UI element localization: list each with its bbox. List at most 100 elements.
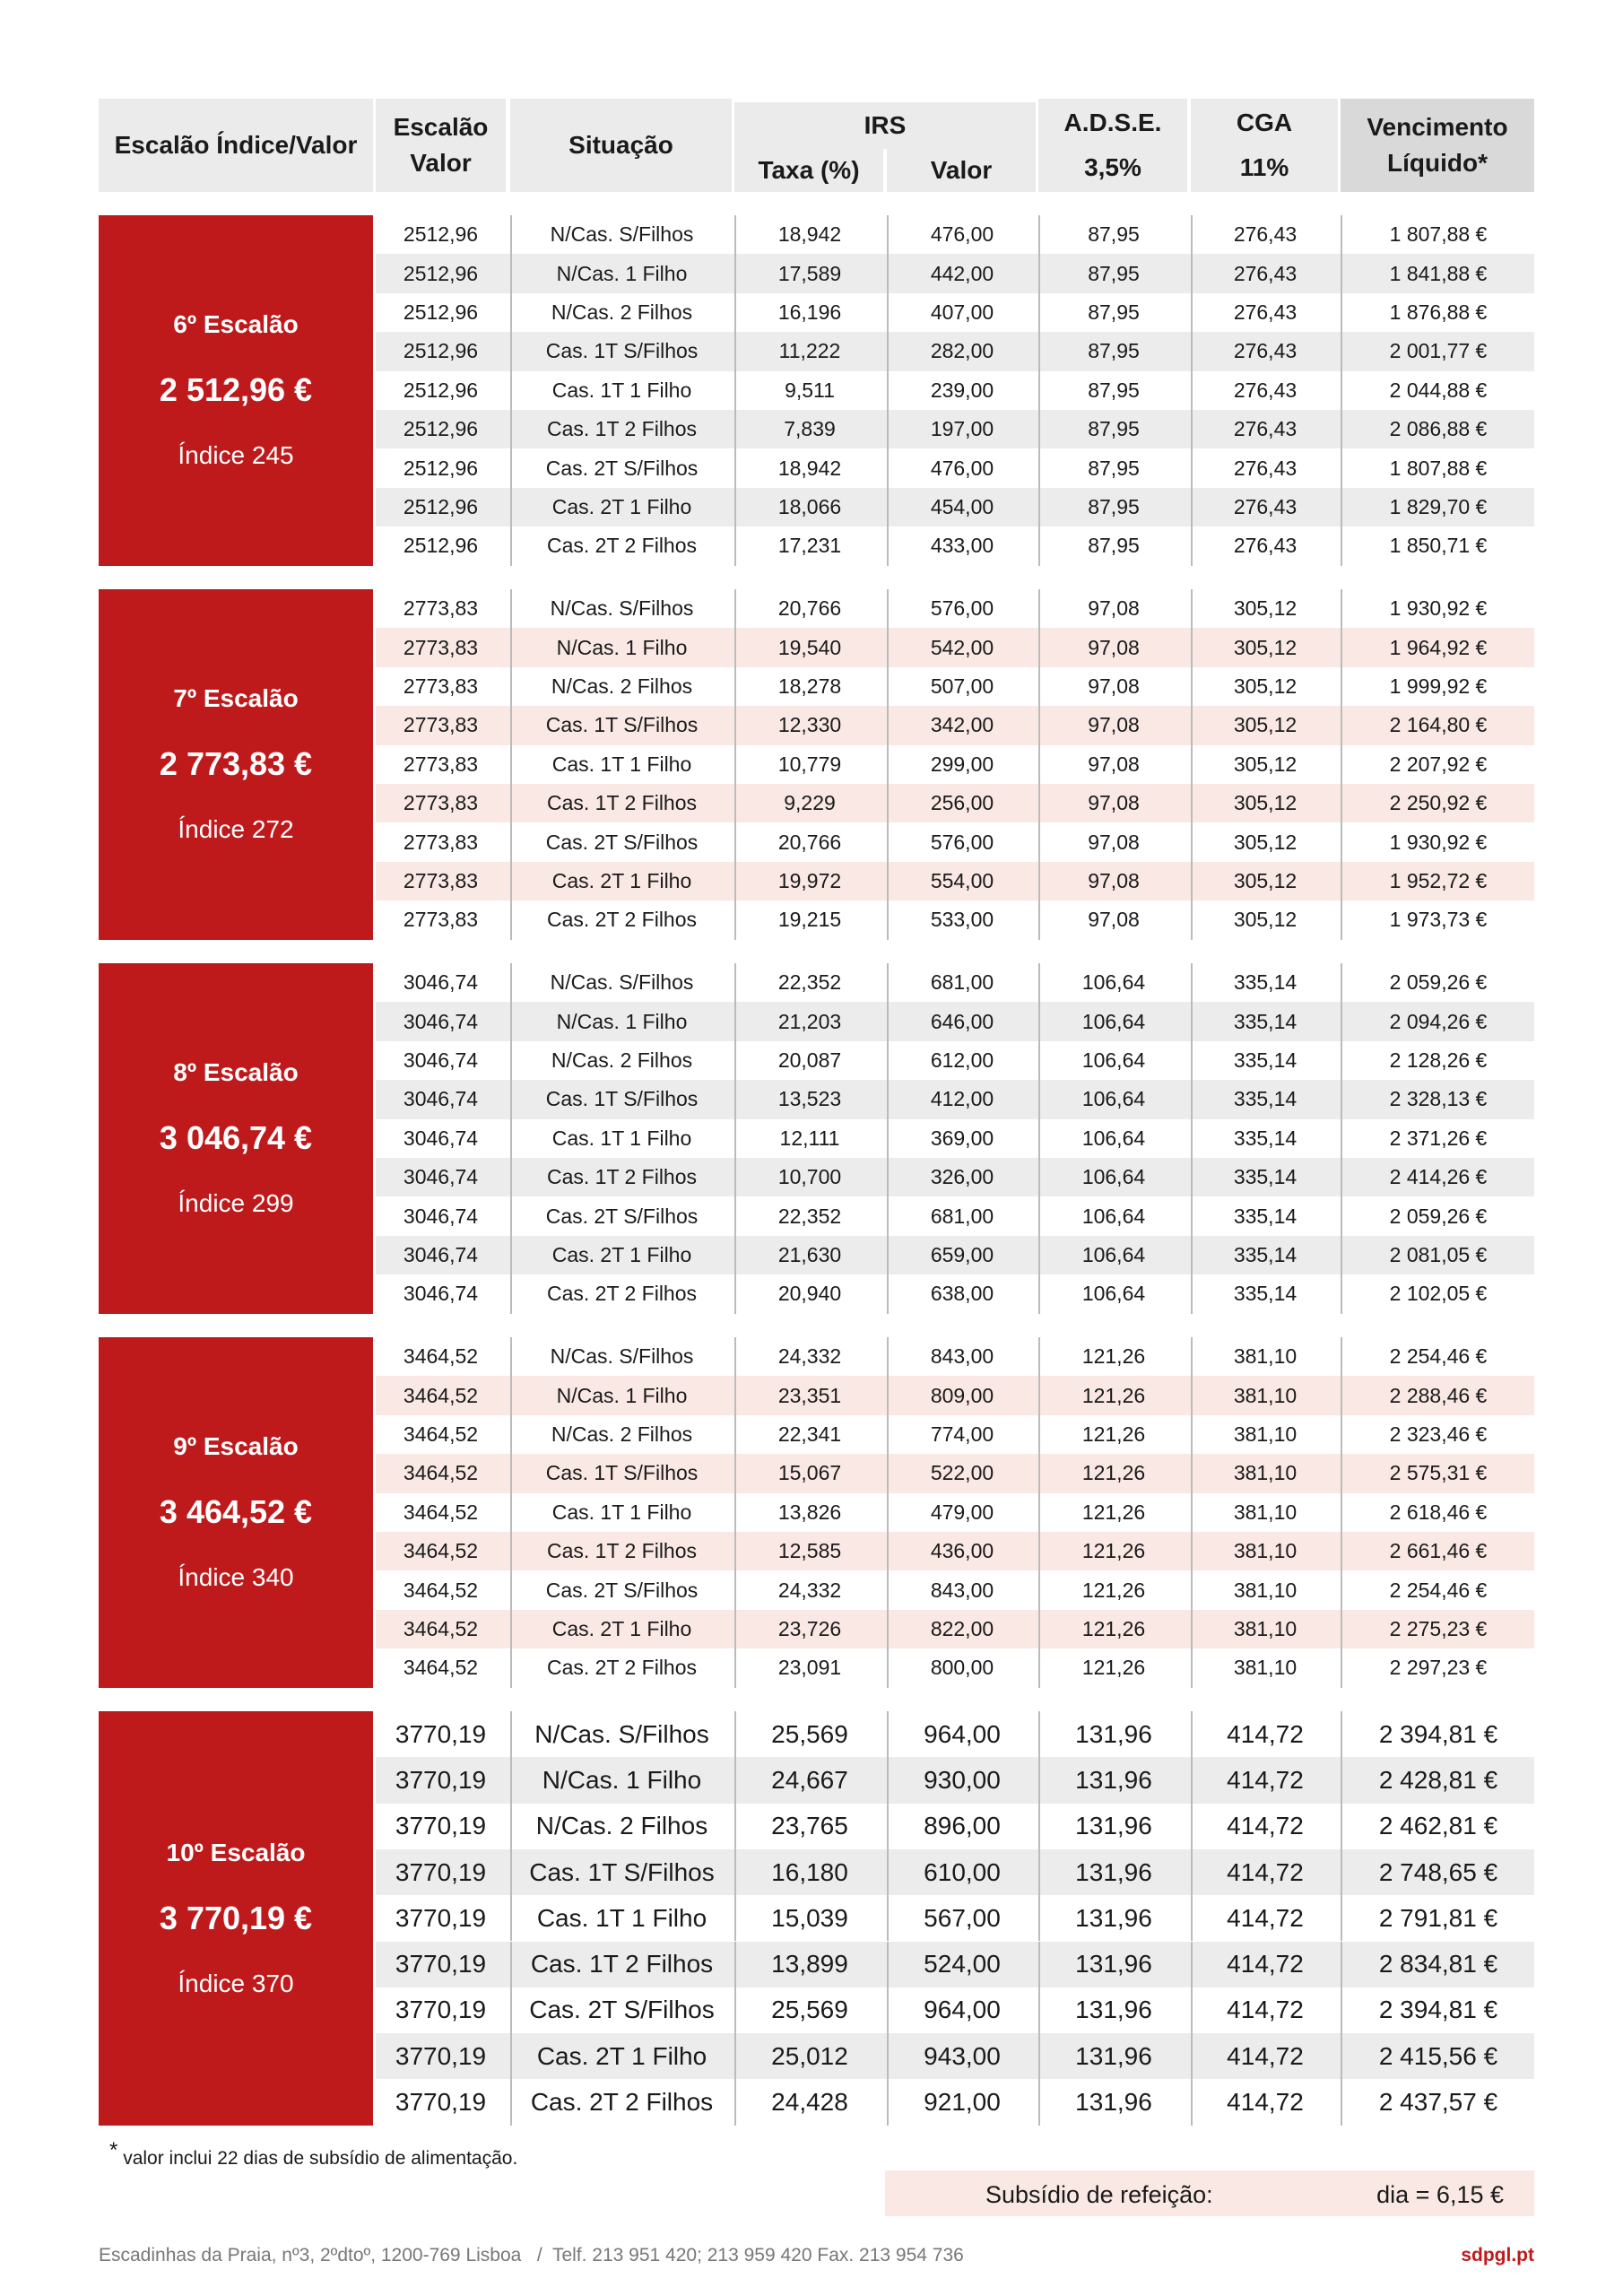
cell-irs-taxa: 21,203 bbox=[734, 1002, 883, 1041]
cell-vencimento-liquido: 2 328,13 € bbox=[1341, 1080, 1534, 1119]
cell-irs-taxa: 22,352 bbox=[734, 1196, 883, 1236]
escalao-indice: Índice 370 bbox=[178, 1969, 294, 1997]
cell-irs-taxa: 20,766 bbox=[734, 822, 883, 862]
cell-cga: 414,72 bbox=[1191, 1987, 1338, 2034]
table-row: 2773,83 Cas. 2T S/Filhos 20,766 576,00 97,08… bbox=[376, 822, 1534, 862]
cell-irs-taxa: 22,341 bbox=[734, 1414, 883, 1455]
cell-adse: 131,96 bbox=[1038, 2033, 1187, 2080]
cell-vencimento-liquido: 1 999,92 € bbox=[1341, 666, 1534, 707]
table-row: 2512,96 Cas. 2T 2 Filhos 17,231 433,00 87,95… bbox=[376, 526, 1534, 566]
cell-irs-taxa: 24,428 bbox=[734, 2079, 883, 2126]
table-row: 3770,19 Cas. 1T S/Filhos 16,180 610,00 131,9… bbox=[376, 1848, 1534, 1896]
header-label: Vencimento Líquido* bbox=[1367, 113, 1508, 177]
cell-situacao: Cas. 2T S/Filhos bbox=[510, 1570, 732, 1610]
cell-situacao: Cas. 1T 2 Filhos bbox=[510, 410, 732, 449]
table-row: 2773,83 Cas. 1T 2 Filhos 9,229 256,00 97,08 3… bbox=[376, 784, 1534, 823]
cell-vencimento-liquido: 2 094,26 € bbox=[1341, 1002, 1534, 1041]
cell-irs-taxa: 25,569 bbox=[734, 1711, 883, 1758]
cell-cga: 305,12 bbox=[1191, 822, 1338, 862]
header-cga: CGA 11% bbox=[1191, 99, 1338, 192]
cell-adse: 121,26 bbox=[1038, 1337, 1187, 1377]
cell-cga: 335,14 bbox=[1191, 1158, 1338, 1197]
cell-adse: 97,08 bbox=[1038, 784, 1187, 823]
cell-cga: 276,43 bbox=[1191, 292, 1338, 333]
cell-escalao-valor: 3464,52 bbox=[403, 1500, 479, 1524]
cell-irs-valor: 567,00 bbox=[887, 1895, 1036, 1942]
cell-escalao-valor: 2512,96 bbox=[403, 222, 479, 247]
header-label: Escalão Índice/Valor bbox=[114, 131, 358, 159]
cell-irs-taxa: 12,330 bbox=[734, 706, 883, 745]
table-row: 3046,74 Cas. 2T 2 Filhos 20,940 638,00 106,6… bbox=[376, 1274, 1534, 1314]
cell-situacao: Cas. 2T 1 Filho bbox=[510, 861, 732, 901]
cell-adse: 121,26 bbox=[1038, 1492, 1187, 1532]
cell-cga: 276,43 bbox=[1191, 526, 1338, 566]
table-row: 3770,19 Cas. 2T 2 Filhos 24,428 921,00 131,9… bbox=[376, 2079, 1534, 2126]
escalao-block: 7º Escalão 2 773,83 € Índice 272 2773,83 N/C… bbox=[99, 589, 1534, 940]
header-label: Escalão Valor bbox=[393, 113, 489, 177]
cell-adse: 87,95 bbox=[1038, 292, 1187, 333]
table-row: 2773,83 N/Cas. 1 Filho 19,540 542,00 97,08 30… bbox=[376, 628, 1534, 667]
cell-cga: 381,10 bbox=[1191, 1648, 1338, 1688]
footer-site-link[interactable]: sdpgl.pt bbox=[1461, 2245, 1534, 2266]
cell-adse: 106,64 bbox=[1038, 1158, 1187, 1197]
header-irs-taxa: Taxa (%) bbox=[734, 149, 883, 192]
cell-irs-valor: 638,00 bbox=[887, 1274, 1036, 1314]
cell-adse: 87,95 bbox=[1038, 526, 1187, 566]
header-label: 11% bbox=[1239, 153, 1289, 181]
cell-irs-taxa: 20,766 bbox=[734, 589, 883, 629]
table-row: 3464,52 Cas. 2T S/Filhos 24,332 843,00 121,2… bbox=[376, 1570, 1534, 1610]
cell-vencimento-liquido: 2 415,56 € bbox=[1341, 2033, 1534, 2080]
cell-irs-taxa: 17,231 bbox=[734, 526, 883, 566]
cell-irs-taxa: 17,589 bbox=[734, 254, 883, 293]
header-label: Situação bbox=[568, 131, 673, 159]
cell-adse: 131,96 bbox=[1038, 1757, 1187, 1804]
cell-irs-taxa: 13,826 bbox=[734, 1492, 883, 1532]
cell-cga: 414,72 bbox=[1191, 2033, 1338, 2080]
cell-cga: 381,10 bbox=[1191, 1337, 1338, 1377]
cell-situacao: Cas. 1T 2 Filhos bbox=[510, 1532, 732, 1571]
table-row: 3770,19 Cas. 1T 2 Filhos 13,899 524,00 131,9… bbox=[376, 1941, 1534, 1987]
cell-adse: 131,96 bbox=[1038, 2079, 1187, 2126]
cell-adse: 106,64 bbox=[1038, 1235, 1187, 1275]
cell-irs-taxa: 10,700 bbox=[734, 1158, 883, 1197]
cell-cga: 335,14 bbox=[1191, 1274, 1338, 1314]
cell-irs-taxa: 11,222 bbox=[734, 332, 883, 371]
cell-irs-taxa: 24,332 bbox=[734, 1570, 883, 1610]
cell-situacao: Cas. 2T 2 Filhos bbox=[510, 526, 732, 566]
cell-irs-valor: 407,00 bbox=[887, 292, 1036, 333]
cell-irs-valor: 256,00 bbox=[887, 784, 1036, 823]
header-situacao: Situação bbox=[510, 99, 732, 192]
cell-vencimento-liquido: 1 973,73 € bbox=[1341, 900, 1534, 940]
cell-escalao-valor: 2773,83 bbox=[403, 830, 479, 854]
cell-irs-valor: 774,00 bbox=[887, 1414, 1036, 1455]
cell-situacao: Cas. 1T 1 Filho bbox=[510, 1118, 732, 1158]
cell-escalao-valor: 3046,74 bbox=[403, 1204, 479, 1228]
cell-irs-taxa: 13,523 bbox=[734, 1080, 883, 1119]
cell-situacao: N/Cas. S/Filhos bbox=[510, 963, 732, 1003]
cell-adse: 87,95 bbox=[1038, 410, 1187, 449]
cell-escalao-valor: 3046,74 bbox=[403, 1087, 479, 1111]
cell-irs-taxa: 7,839 bbox=[734, 410, 883, 449]
cell-escalao-valor: 3464,52 bbox=[403, 1578, 479, 1602]
cell-situacao: Cas. 2T 2 Filhos bbox=[510, 900, 732, 940]
cell-escalao-valor: 2773,83 bbox=[403, 596, 479, 621]
table-row: 3770,19 Cas. 2T 1 Filho 25,012 943,00 131,96… bbox=[376, 2033, 1534, 2080]
cell-adse: 97,08 bbox=[1038, 744, 1187, 784]
cell-situacao: Cas. 2T 2 Filhos bbox=[510, 1274, 732, 1314]
table-row: 3464,52 Cas. 2T 1 Filho 23,726 822,00 121,26… bbox=[376, 1609, 1534, 1649]
cell-vencimento-liquido: 1 876,88 € bbox=[1341, 292, 1534, 333]
cell-situacao: N/Cas. 2 Filhos bbox=[510, 666, 732, 707]
cell-escalao-valor: 2512,96 bbox=[403, 378, 479, 402]
cell-escalao-valor: 3770,19 bbox=[395, 2088, 487, 2117]
cell-vencimento-liquido: 2 371,26 € bbox=[1341, 1118, 1534, 1158]
footer-address: Escadinhas da Praia, nº3, 2ºdtoº, 1200-7… bbox=[99, 2245, 964, 2266]
cell-irs-valor: 659,00 bbox=[887, 1235, 1036, 1275]
table-row: 3770,19 N/Cas. 2 Filhos 23,765 896,00 131,96… bbox=[376, 1803, 1534, 1849]
cell-irs-valor: 197,00 bbox=[887, 410, 1036, 449]
cell-adse: 106,64 bbox=[1038, 1080, 1187, 1119]
cell-escalao-valor: 2773,83 bbox=[403, 868, 479, 892]
cell-adse: 106,64 bbox=[1038, 1002, 1187, 1041]
table-row: 2512,96 Cas. 1T 1 Filho 9,511 239,00 87,95 27… bbox=[376, 370, 1534, 410]
cell-situacao: Cas. 1T 2 Filhos bbox=[510, 784, 732, 823]
cell-vencimento-liquido: 1 850,71 € bbox=[1341, 526, 1534, 566]
